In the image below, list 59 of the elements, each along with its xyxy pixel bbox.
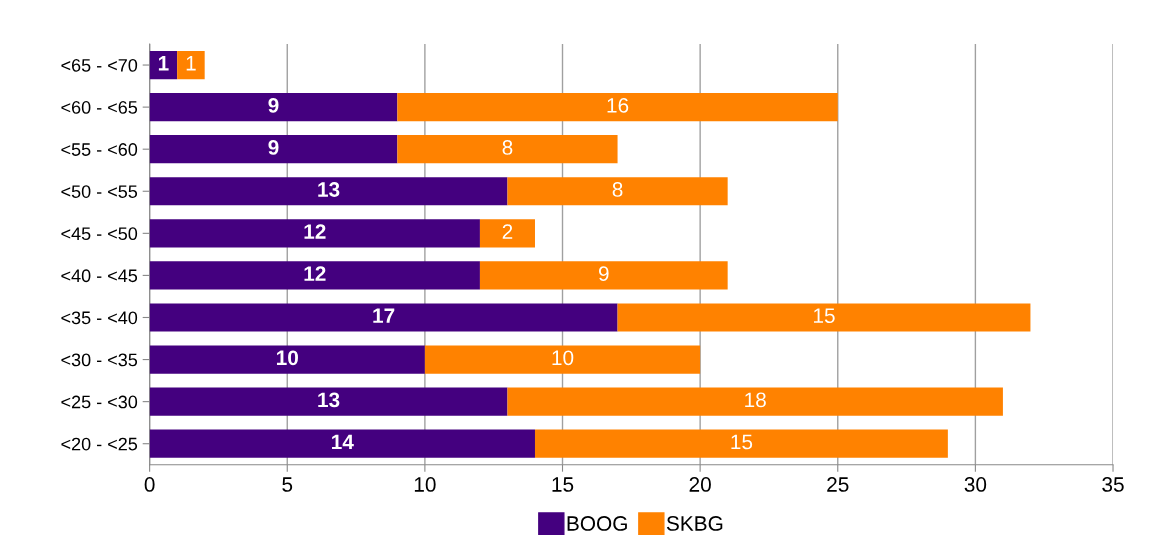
bar: [149, 261, 480, 290]
x-tick-label: 10: [414, 477, 436, 492]
bar: [397, 135, 618, 164]
data-label: 10: [552, 350, 574, 366]
bar: [507, 387, 1003, 416]
bar: [149, 387, 508, 416]
bar: [149, 177, 508, 206]
data-label: 12: [304, 266, 326, 281]
x-tick-label: 20: [689, 477, 711, 492]
legend-label: SKBG: [666, 516, 723, 531]
bar: [617, 303, 1031, 332]
data-label: 17: [373, 308, 395, 323]
data-label: 15: [814, 308, 835, 324]
x-tick-label: 35: [1102, 477, 1124, 492]
bar: [177, 50, 205, 80]
y-tick-label: <35 - <40: [61, 311, 138, 325]
x-tick-label: 0: [144, 477, 155, 492]
y-tick-label: <50 - <55: [61, 185, 138, 198]
y-tick-label: <45 - <50: [61, 227, 138, 241]
bar: [507, 177, 728, 206]
y-tick-label: <40 - <45: [61, 269, 138, 283]
x-tick-label: 5: [282, 477, 293, 492]
bar: [149, 219, 480, 248]
data-label: 1: [186, 56, 196, 71]
bar: [149, 303, 618, 332]
bar: [149, 93, 398, 122]
y-tick-label: <30 - <35: [61, 353, 138, 367]
y-tick-label: <20 - <25: [61, 437, 138, 451]
y-tick-label: <25 - <30: [61, 395, 138, 409]
data-label: 2: [502, 224, 513, 239]
bar: [479, 261, 728, 290]
bar: [149, 135, 398, 164]
y-tick-label: <65 - <70: [61, 58, 138, 72]
data-label: 10: [276, 350, 298, 366]
data-label: 14: [332, 434, 354, 450]
data-label: 9: [268, 140, 279, 155]
data-label: 8: [612, 182, 623, 197]
y-tick-label: <60 - <65: [61, 101, 138, 114]
y-tick-label: <55 - <60: [61, 143, 138, 156]
data-label: 8: [502, 140, 513, 155]
data-label: 15: [731, 434, 753, 450]
bar: [424, 345, 701, 374]
data-label: 18: [745, 392, 766, 408]
data-label: 12: [304, 224, 326, 239]
data-label: 16: [607, 97, 629, 113]
data-label: 1: [158, 56, 169, 71]
x-tick-label: 15: [552, 477, 574, 492]
bar: [479, 219, 535, 248]
data-label: 13: [318, 392, 340, 408]
bar: [397, 93, 838, 122]
data-label: 13: [318, 182, 340, 197]
data-label: 9: [598, 266, 609, 281]
bar: [534, 429, 948, 458]
x-tick-label: 30: [964, 477, 987, 492]
bar: [149, 429, 535, 458]
legend-label: BOOG: [567, 516, 627, 531]
data-label: 9: [268, 97, 279, 113]
x-tick-label: 25: [827, 477, 849, 492]
bar: [149, 345, 425, 374]
